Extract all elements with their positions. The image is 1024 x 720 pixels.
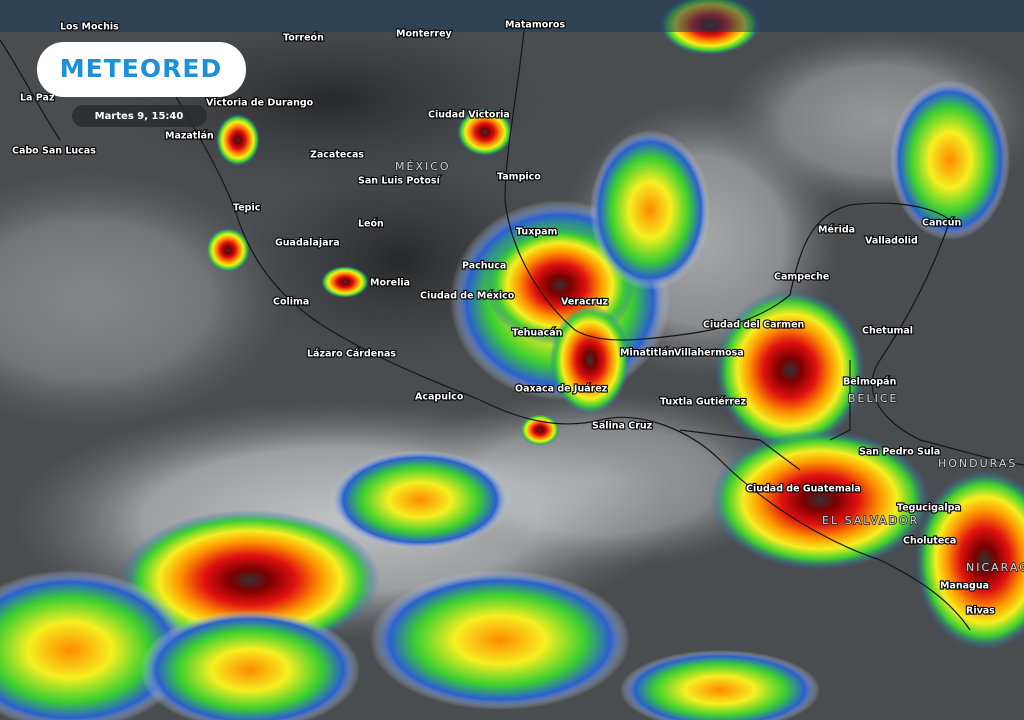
- city-label: Tampico: [497, 172, 541, 183]
- city-label: Torreón: [283, 33, 324, 44]
- city-label: Tuxtla Gutiérrez: [660, 397, 746, 408]
- country-label: BELICE: [848, 392, 899, 405]
- city-label: Colima: [273, 297, 309, 308]
- city-label: Pachuca: [462, 261, 506, 272]
- city-label: Zacatecas: [310, 150, 364, 161]
- city-label: Mérida: [818, 225, 855, 236]
- city-label: Chetumal: [862, 326, 913, 337]
- city-label: Tuxpam: [516, 227, 558, 238]
- city-label: Belmopán: [843, 377, 897, 388]
- city-label: Villahermosa: [674, 348, 744, 359]
- timestamp-pill: [72, 105, 207, 127]
- city-label: Tepic: [233, 203, 260, 214]
- city-label: Veracruz: [561, 297, 608, 308]
- city-label: La Paz: [20, 93, 55, 104]
- country-label: EL SALVADOR: [822, 514, 919, 527]
- city-label: Ciudad de Guatemala: [746, 484, 861, 495]
- city-label: Acapulco: [415, 392, 464, 403]
- city-label: Managua: [940, 581, 989, 592]
- city-label: Monterrey: [396, 29, 453, 40]
- city-label: Choluteca: [903, 536, 956, 547]
- city-label: Mazatlán: [165, 131, 214, 142]
- city-label: Ciudad Victoria: [428, 110, 510, 121]
- city-label: Matamoros: [505, 20, 565, 31]
- city-label: San Luis Potosí: [358, 176, 441, 187]
- coastline: [0, 19, 1024, 631]
- city-label: Guadalajara: [275, 238, 340, 249]
- city-label: Tegucigalpa: [897, 503, 961, 514]
- top-band: [0, 0, 1024, 32]
- city-label: Cabo San Lucas: [12, 146, 96, 157]
- city-label: León: [358, 219, 384, 230]
- country-label: NICARAGUA: [966, 561, 1024, 574]
- city-label: Valladolid: [865, 236, 918, 247]
- city-label: Victoria de Durango: [206, 98, 314, 109]
- city-label: San Pedro Sula: [859, 447, 940, 458]
- city-label: Ciudad del Carmen: [703, 320, 805, 331]
- timestamp: Martes 9, 15:40: [95, 111, 184, 122]
- labels: Los Mochis Torreón Monterrey Matamoros La Pa…: [11, 18, 1024, 617]
- country-label: HONDURAS: [938, 457, 1017, 470]
- city-label: Cancún: [922, 218, 962, 229]
- city-label: Ciudad de México: [420, 291, 515, 302]
- city-label: Rivas: [966, 606, 995, 617]
- city-label: Morelia: [370, 278, 410, 289]
- logo: METEORED: [60, 54, 222, 83]
- logo-badge: [37, 42, 246, 97]
- city-label: Salina Cruz: [592, 421, 653, 432]
- city-label: Minatitlán: [620, 348, 675, 359]
- city-label: Lázaro Cárdenas: [307, 349, 396, 360]
- city-label: Campeche: [774, 272, 829, 283]
- city-label: Los Mochis: [60, 22, 119, 33]
- city-label: Tehuacán: [512, 328, 563, 339]
- city-label: Oaxaca de Juárez: [515, 384, 608, 395]
- country-label: MÉXICO: [395, 160, 451, 173]
